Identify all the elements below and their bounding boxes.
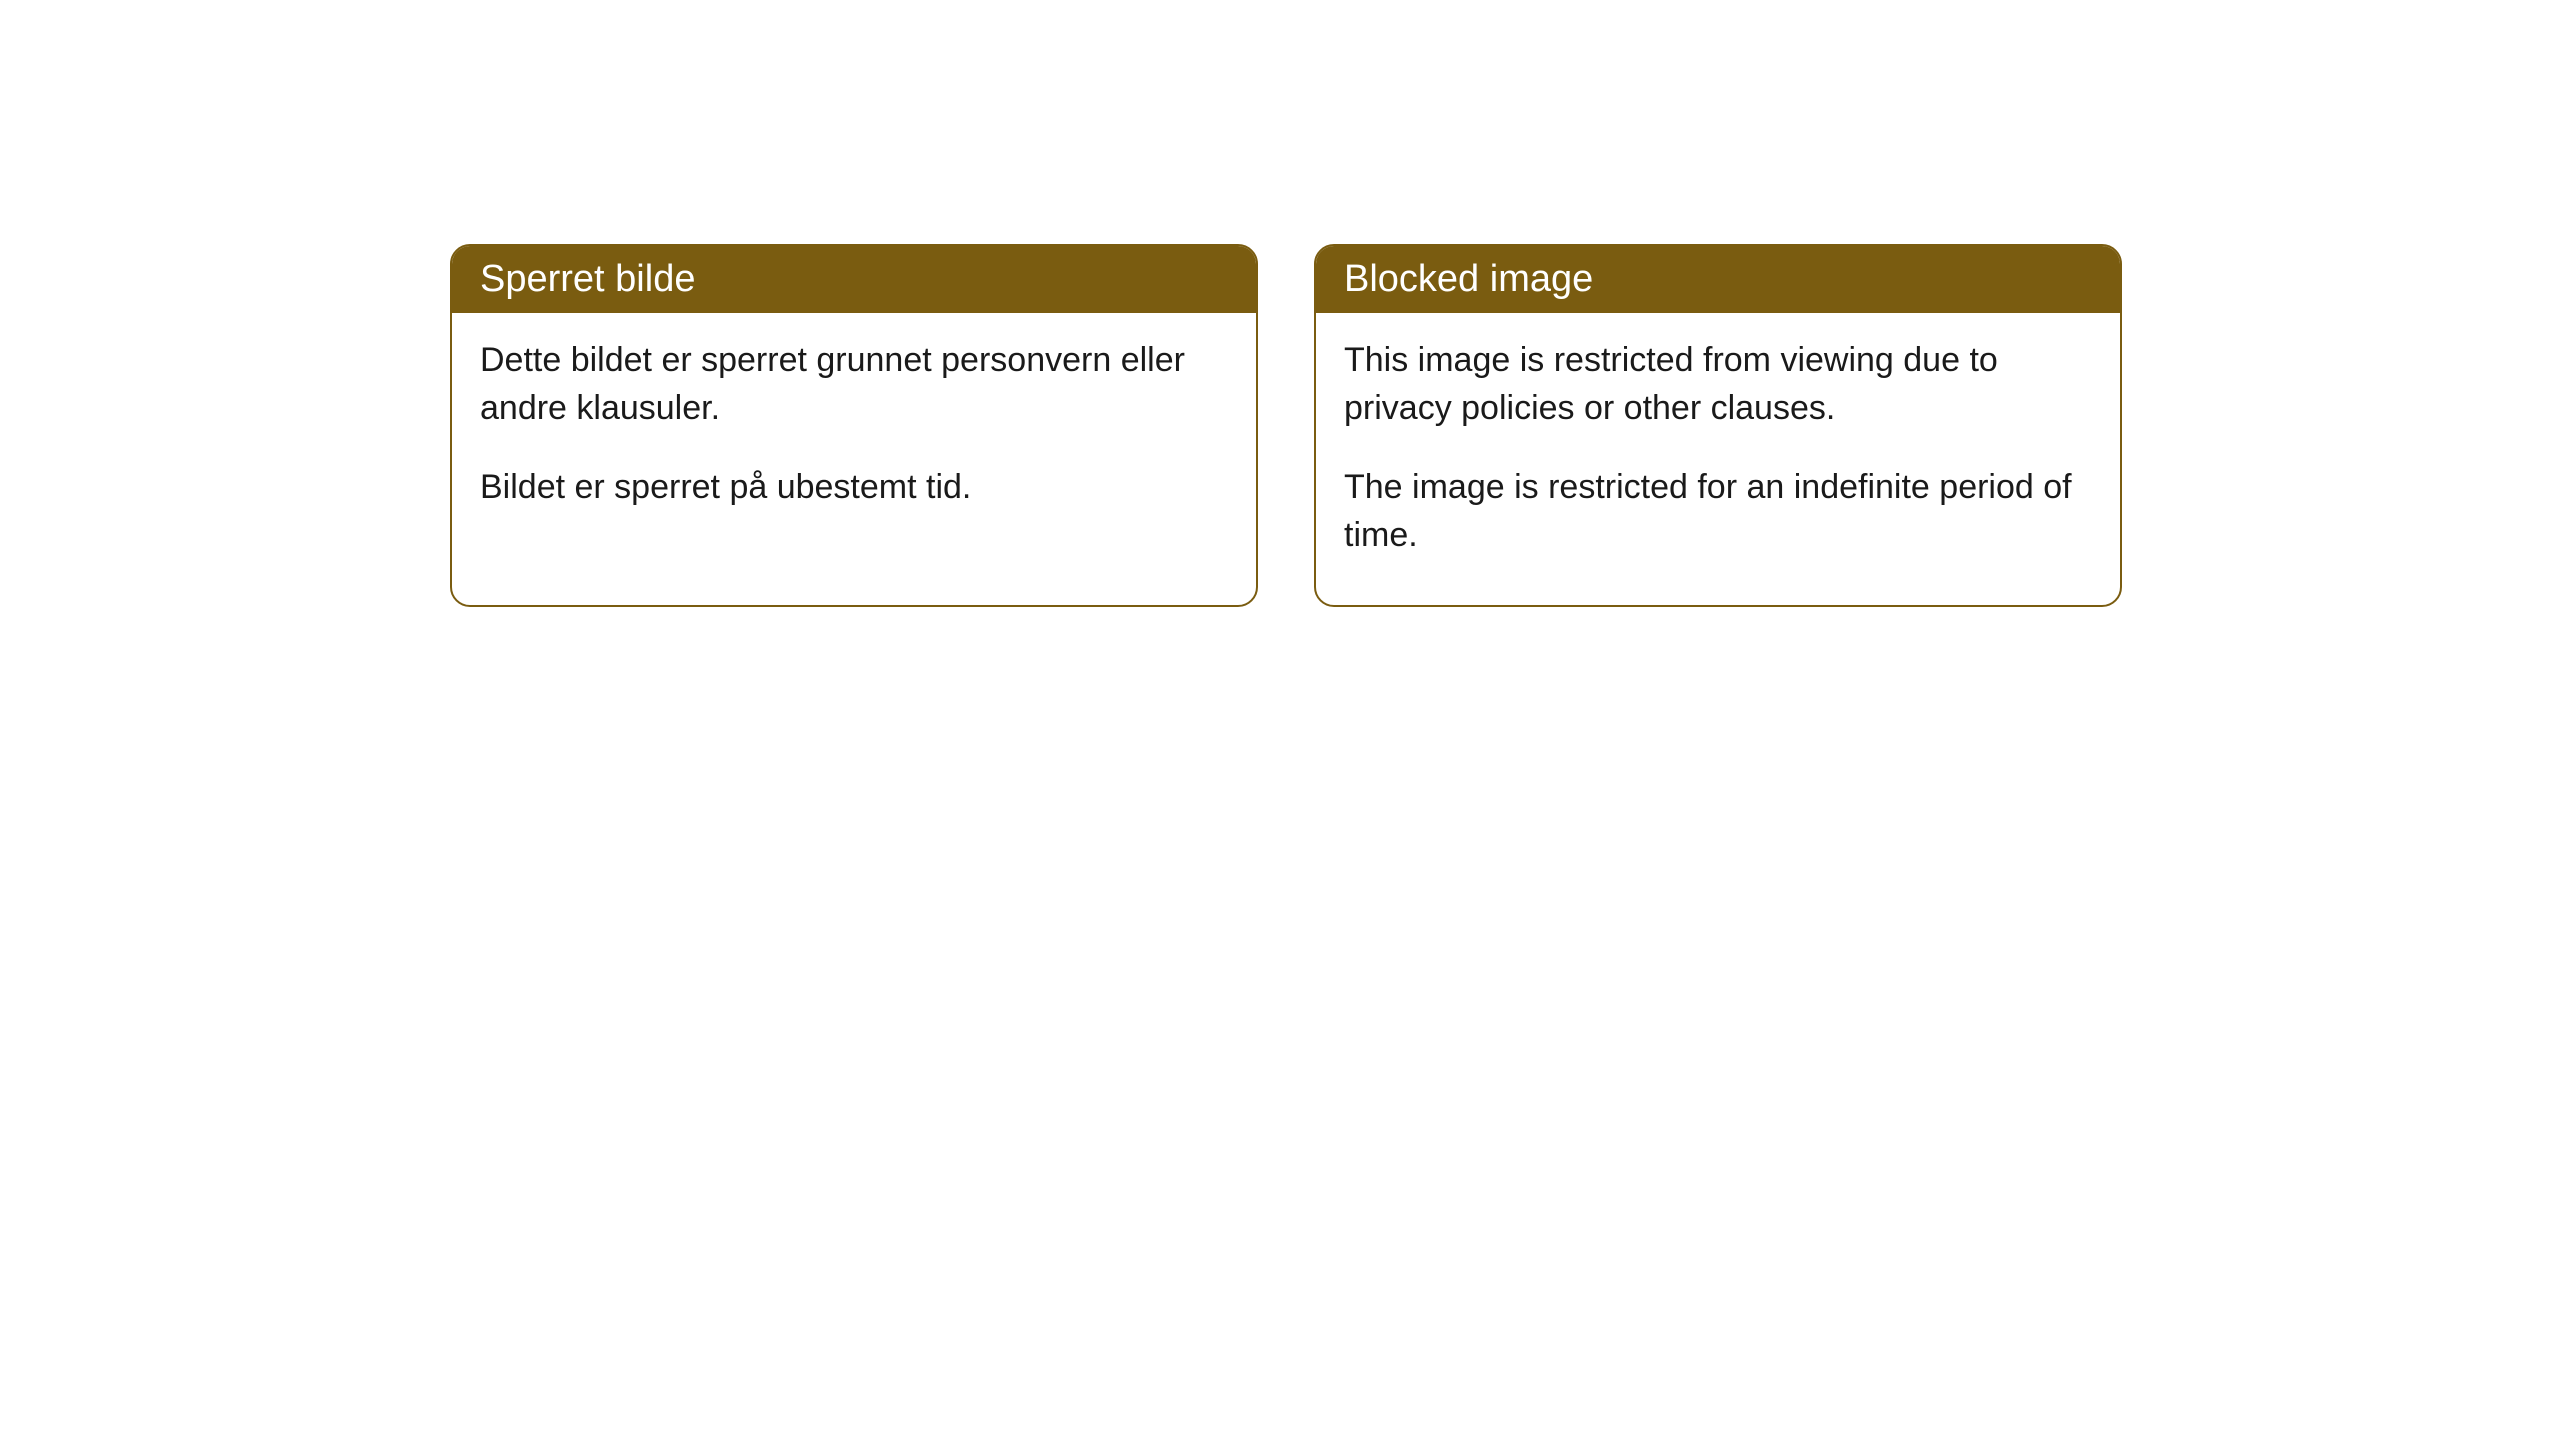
card-paragraph: Dette bildet er sperret grunnet personve… xyxy=(480,337,1228,432)
notice-cards-container: Sperret bilde Dette bildet er sperret gr… xyxy=(450,244,2122,607)
card-body: Dette bildet er sperret grunnet personve… xyxy=(452,313,1256,558)
notice-card-english: Blocked image This image is restricted f… xyxy=(1314,244,2122,607)
card-paragraph: The image is restricted for an indefinit… xyxy=(1344,464,2092,559)
card-title: Blocked image xyxy=(1344,258,1593,300)
card-header: Sperret bilde xyxy=(452,246,1256,313)
card-paragraph: Bildet er sperret på ubestemt tid. xyxy=(480,464,1228,512)
card-body: This image is restricted from viewing du… xyxy=(1316,313,2120,605)
card-title: Sperret bilde xyxy=(480,258,695,300)
notice-card-norwegian: Sperret bilde Dette bildet er sperret gr… xyxy=(450,244,1258,607)
card-header: Blocked image xyxy=(1316,246,2120,313)
card-paragraph: This image is restricted from viewing du… xyxy=(1344,337,2092,432)
